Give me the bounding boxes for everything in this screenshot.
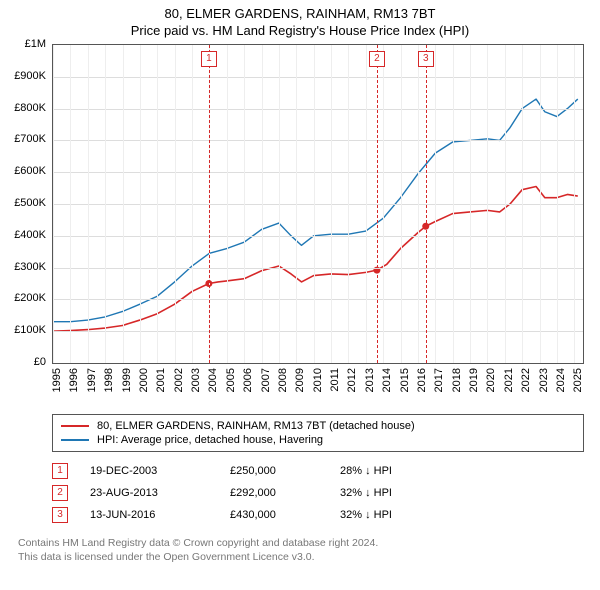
x-tick-label: 2001 (155, 368, 167, 392)
sales-row: 3 13-JUN-2016£430,00032% ↓ HPI (52, 504, 584, 526)
legend-item: HPI: Average price, detached house, Have… (61, 433, 575, 447)
y-axis-labels: £0£100K£200K£300K£400K£500K£600K£700K£80… (0, 44, 52, 362)
y-tick-label: £600K (14, 165, 46, 177)
y-tick-label: £300K (14, 261, 46, 273)
x-tick-label: 2009 (294, 368, 306, 392)
x-tick-label: 1997 (86, 368, 98, 392)
x-tick-label: 2012 (346, 368, 358, 392)
y-tick-label: £100K (14, 324, 46, 336)
sales-price: £292,000 (230, 487, 340, 499)
sale-marker-line (377, 45, 378, 363)
x-tick-label: 2017 (433, 368, 445, 392)
chart-plot-area: 1 2 3 (52, 44, 584, 364)
x-tick-label: 2008 (277, 368, 289, 392)
footer-line-1: Contains HM Land Registry data © Crown c… (18, 536, 600, 550)
legend-swatch (61, 425, 89, 427)
x-tick-label: 1998 (103, 368, 115, 392)
y-tick-label: £900K (14, 70, 46, 82)
x-tick-label: 2010 (312, 368, 324, 392)
x-tick-label: 2022 (520, 368, 532, 392)
x-axis-labels: 1995 1996 1997 1998 1999 2000 2001 2002 2003 2004… (52, 364, 584, 408)
sales-diff: 28% ↓ HPI (340, 465, 460, 477)
sales-diff: 32% ↓ HPI (340, 509, 460, 521)
series-line-hpi (53, 99, 578, 322)
sale-marker-box: 3 (418, 51, 434, 67)
sale-marker-box: 1 (201, 51, 217, 67)
sale-marker-line (426, 45, 427, 363)
x-tick-label: 2000 (138, 368, 150, 392)
series-line-property (53, 187, 578, 332)
x-tick-label: 2021 (503, 368, 515, 392)
legend-swatch (61, 439, 89, 441)
x-tick-label: 2020 (485, 368, 497, 392)
x-tick-label: 1996 (68, 368, 80, 392)
footer-attribution: Contains HM Land Registry data © Crown c… (18, 536, 600, 572)
x-tick-label: 2011 (329, 368, 341, 392)
sales-row: 1 19-DEC-2003£250,00028% ↓ HPI (52, 460, 584, 482)
sales-date: 19-DEC-2003 (90, 465, 230, 477)
sale-marker-line (209, 45, 210, 363)
x-tick-label: 1995 (51, 368, 63, 392)
x-tick-label: 2005 (225, 368, 237, 392)
x-tick-label: 2003 (190, 368, 202, 392)
legend-label: 80, ELMER GARDENS, RAINHAM, RM13 7BT (de… (97, 420, 415, 432)
x-tick-label: 2018 (451, 368, 463, 392)
x-tick-label: 2016 (416, 368, 428, 392)
sales-price: £430,000 (230, 509, 340, 521)
legend-label: HPI: Average price, detached house, Have… (97, 434, 323, 446)
x-tick-label: 2004 (207, 368, 219, 392)
sales-date: 13-JUN-2016 (90, 509, 230, 521)
title-subtitle: Price paid vs. HM Land Registry's House … (0, 23, 600, 38)
sales-diff: 32% ↓ HPI (340, 487, 460, 499)
y-tick-label: £400K (14, 229, 46, 241)
sale-marker-box: 2 (369, 51, 385, 67)
x-tick-label: 2024 (555, 368, 567, 392)
x-tick-label: 2025 (572, 368, 584, 392)
sales-table: 1 19-DEC-2003£250,00028% ↓ HPI 2 23-AUG-201… (52, 460, 584, 526)
y-tick-label: £500K (14, 197, 46, 209)
y-tick-label: £200K (14, 292, 46, 304)
sales-price: £250,000 (230, 465, 340, 477)
x-tick-label: 2006 (242, 368, 254, 392)
y-tick-label: £1M (25, 38, 46, 50)
x-tick-label: 2019 (468, 368, 480, 392)
x-tick-label: 2014 (381, 368, 393, 392)
sales-marker: 2 (52, 485, 68, 501)
title-address: 80, ELMER GARDENS, RAINHAM, RM13 7BT (0, 6, 600, 21)
sales-marker: 3 (52, 507, 68, 523)
x-tick-label: 2007 (260, 368, 272, 392)
sales-marker: 1 (52, 463, 68, 479)
x-tick-label: 2015 (399, 368, 411, 392)
y-tick-label: £0 (34, 356, 46, 368)
legend: 80, ELMER GARDENS, RAINHAM, RM13 7BT (de… (52, 414, 584, 452)
footer-line-2: This data is licensed under the Open Gov… (18, 550, 600, 564)
y-tick-label: £700K (14, 133, 46, 145)
x-tick-label: 1999 (121, 368, 133, 392)
y-tick-label: £800K (14, 102, 46, 114)
sales-date: 23-AUG-2013 (90, 487, 230, 499)
x-tick-label: 2013 (364, 368, 376, 392)
x-tick-label: 2002 (173, 368, 185, 392)
legend-item: 80, ELMER GARDENS, RAINHAM, RM13 7BT (de… (61, 419, 575, 433)
sales-row: 2 23-AUG-2013£292,00032% ↓ HPI (52, 482, 584, 504)
x-tick-label: 2023 (538, 368, 550, 392)
